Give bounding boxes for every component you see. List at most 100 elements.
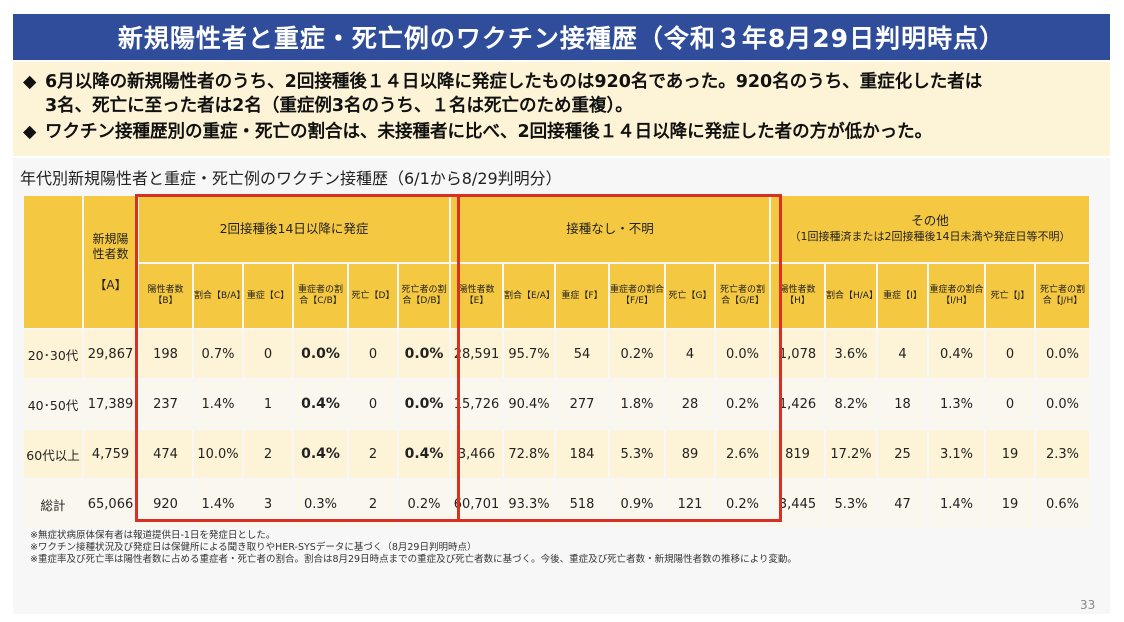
cell: 2 [347,428,399,480]
cell-new-positives: 4,759 [82,428,139,480]
cell: 184 [554,428,610,480]
header-sub: 死亡者の割合【D/B】 [397,262,451,330]
cell: 3.1% [927,428,986,480]
cell: 28,591 [449,328,504,380]
cell: 121 [664,478,716,530]
header-sub: 死亡【J】 [984,262,1036,330]
cell: 2.3% [1034,428,1091,480]
cell: 4 [876,328,929,380]
summary-bullet-2-text: ワクチン接種歴別の重症・死亡の割合は、未接種者に比べ、2回接種後１４日以降に発症… [45,122,933,142]
cell: 25 [876,428,929,480]
cell: 0.2% [608,328,666,380]
cell: 277 [554,378,610,430]
header-sub: 死亡【G】 [664,262,716,330]
header-sub: 重症者の割合【F/E】 [608,262,666,330]
cell: 0.6% [1034,478,1091,530]
cell: 0.9% [608,478,666,530]
cell: 60,701 [449,478,504,530]
header-sub: 割合【E/A】 [502,262,556,330]
header-sub: 死亡者の割合【J/H】 [1034,262,1091,330]
table-row-total: 総計 65,066 920 1.4% 3 0.3% 2 0.2% 60,701 … [22,478,1091,530]
slide-title: 新規陽性者と重症・死亡例のワクチン接種歴（令和３年8月29日判明時点） [13,14,1110,60]
diamond-bullet-icon: ◆ [23,122,37,142]
cell: 1.4% [927,478,986,530]
vaccination-table: 新規陽性者数 【A】 2回接種後14日以降に発症 接種なし・不明 その他 （1回… [22,194,1091,530]
cell: 0.3% [292,478,349,530]
cell: 1 [242,378,294,430]
header-sub: 重症【C】 [242,262,294,330]
cell: 1,078 [769,328,826,380]
header-new-positives-key: 【A】 [94,277,127,292]
header-new-positives: 新規陽性者数 【A】 [82,194,139,330]
cell: 72.8% [502,428,556,480]
cell: 0.4% [397,428,451,480]
cell: 2.6% [714,428,771,480]
table-row: 40･50代 17,389 237 1.4% 1 0.4% 0 0.0% 15,… [22,378,1091,430]
cell: 819 [769,428,826,480]
cell: 920 [137,478,194,530]
cell: 19 [984,478,1036,530]
header-sub: 重症者の割合【C/B】 [292,262,349,330]
cell-new-positives: 17,389 [82,378,139,430]
cell: 2 [347,478,399,530]
header-age-corner [22,194,84,330]
summary-bullet-1-line1: 6月以降の新規陽性者のうち、2回接種後１４日以降に発症したものは920名であった… [45,72,983,92]
table-row: 60代以上 4,759 474 10.0% 2 0.4% 2 0.4% 3,46… [22,428,1091,480]
cell: 0.2% [714,478,771,530]
header-sub: 重症【F】 [554,262,610,330]
cell: 95.7% [502,328,556,380]
cell: 2 [242,428,294,480]
cell: 0.0% [397,378,451,430]
cell: 93.3% [502,478,556,530]
cell: 5.3% [824,478,878,530]
summary-bullet-1-line2: 3名、死亡に至った者は2名（重症例3名のうち、１名は死亡のため重複）。 [45,96,633,116]
table-row: 20･30代 29,867 198 0.7% 0 0.0% 0 0.0% 28,… [22,328,1091,380]
cell: 3 [242,478,294,530]
table-subtitle: 年代別新規陽性者と重症・死亡例のワクチン接種歴（6/1から8/29判明分） [20,169,562,188]
footnote: ※重症率及び死亡率は陽性者数に占める重症者・死亡者の割合。割合は8月29日時点ま… [30,554,797,565]
cell-new-positives: 65,066 [82,478,139,530]
footnote: ※無症状病原体保有者は報道提供日-1日を発症日とした。 [30,530,276,541]
header-sub: 割合【H/A】 [824,262,878,330]
header-group-other: その他 （1回接種済または2回接種後14日未満や発症日等不明） [769,194,1091,264]
cell: 8.2% [824,378,878,430]
footnotes: ※無症状病原体保有者は報道提供日-1日を発症日とした。 ※ワクチン接種状況及び発… [30,530,797,566]
cell: 19 [984,428,1036,480]
header-sub: 陽性者数【E】 [449,262,504,330]
cell: 0.0% [292,328,349,380]
cell: 15,726 [449,378,504,430]
cell: 0 [984,378,1036,430]
cell: 0 [242,328,294,380]
cell: 1.8% [608,378,666,430]
header-sub: 陽性者数【H】 [769,262,826,330]
diamond-bullet-icon: ◆ [23,72,37,92]
row-label: 60代以上 [22,428,84,480]
cell: 518 [554,478,610,530]
page-number: 33 [1080,598,1096,612]
cell: 28 [664,378,716,430]
cell: 0.7% [192,328,244,380]
row-label: 20･30代 [22,328,84,380]
cell: 0 [347,328,399,380]
header-sub: 死亡【D】 [347,262,399,330]
cell: 18 [876,378,929,430]
cell: 1.4% [192,378,244,430]
footnote: ※ワクチン接種状況及び発症日は保健所による聞き取りやHER-SYSデータに基づく… [30,542,477,553]
cell: 47 [876,478,929,530]
header-group-unvaccinated: 接種なし・不明 [449,194,771,264]
cell: 1.3% [927,378,986,430]
header-sub: 陽性者数【B】 [137,262,194,330]
cell: 5.3% [608,428,666,480]
cell: 54 [554,328,610,380]
cell: 198 [137,328,194,380]
cell: 0.0% [1034,378,1091,430]
row-label: 40･50代 [22,378,84,430]
cell: 1,426 [769,378,826,430]
header-group-two-doses: 2回接種後14日以降に発症 [137,194,451,264]
header-new-positives-label: 新規陽性者数 [92,231,129,261]
cell: 0.0% [1034,328,1091,380]
header-group-other-title: その他 [911,213,949,228]
summary-bullet-1: ◆ 6月以降の新規陽性者のうち、2回接種後１４日以降に発症したものは920名であっ… [23,70,982,94]
header-sub: 重症者の割合【I/H】 [927,262,986,330]
cell: 0.4% [927,328,986,380]
